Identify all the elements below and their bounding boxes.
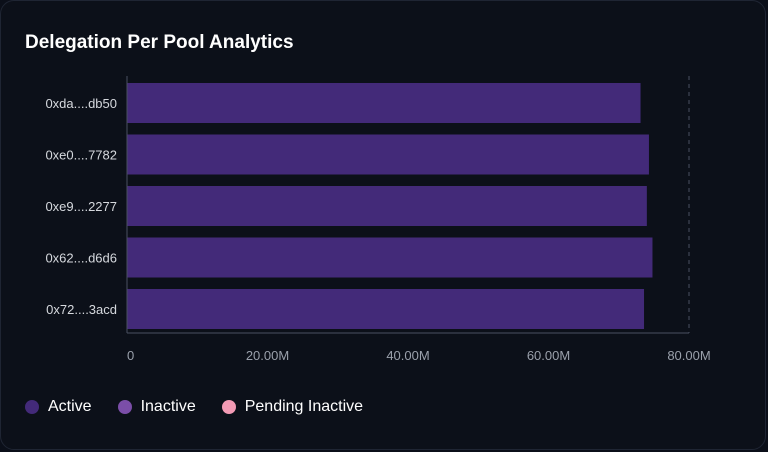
bar-active-3: [127, 237, 653, 278]
legend-label: Pending Inactive: [244, 398, 364, 415]
legend-dot-icon: [221, 400, 236, 414]
category-label: 0xda....db50: [45, 96, 117, 111]
bar-active-4: [127, 289, 645, 329]
legend-item-pending-inactive[interactable]: Pending Inactive: [221, 398, 364, 416]
bar-active-2: [127, 186, 647, 226]
chart-title: Delegation Per Pool Analytics: [25, 32, 294, 53]
legend-item-inactive[interactable]: Inactive: [117, 398, 196, 416]
x-tick-label: 60.00M: [527, 348, 570, 363]
x-tick-label: 0: [127, 348, 134, 363]
category-label: 0x62....d6d6: [45, 251, 117, 266]
legend-label: Inactive: [140, 398, 196, 415]
legend-label: Active: [48, 398, 92, 415]
category-label: 0x72....3acd: [46, 302, 117, 317]
legend-dot-icon: [117, 400, 132, 414]
x-tick-label: 40.00M: [386, 348, 429, 363]
bar-active-1: [127, 134, 649, 175]
bar-active-0: [127, 83, 641, 123]
legend-item-active[interactable]: Active: [25, 398, 92, 416]
x-tick-label: 80.00M: [667, 348, 710, 363]
delegation-bar-chart: 0xda....db50 0xe0....7782 0xe9....2277 0x62…: [45, 76, 711, 363]
category-label: 0xe0....7782: [45, 148, 117, 163]
x-tick-label: 20.00M: [246, 348, 289, 363]
legend-dot-icon: [25, 400, 39, 414]
category-label: 0xe9....2277: [45, 199, 117, 214]
chart-legend: Active Inactive Pending Inactive: [25, 398, 389, 416]
